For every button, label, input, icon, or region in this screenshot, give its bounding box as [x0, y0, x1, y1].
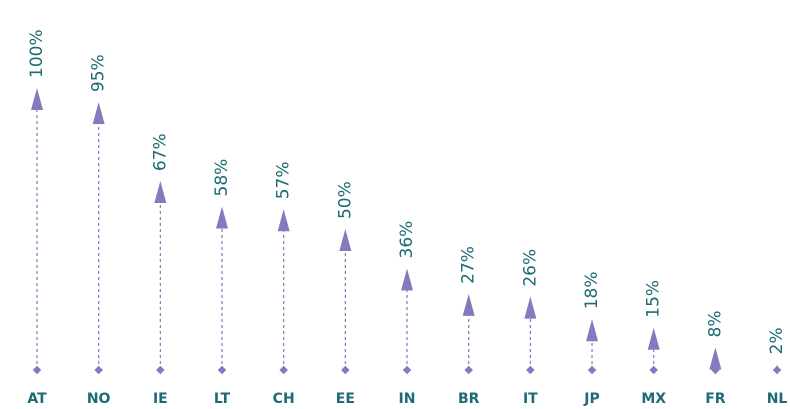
x-tick-label: MX	[641, 391, 666, 407]
arrowhead	[339, 229, 352, 251]
arrowhead	[277, 209, 290, 232]
arrowhead	[586, 319, 599, 342]
value-label: 50%	[335, 181, 355, 219]
value-label: 18%	[582, 271, 602, 309]
x-tick-label: JP	[583, 391, 599, 407]
base-marker	[279, 365, 288, 375]
arrowhead	[216, 206, 229, 229]
value-label: 57%	[274, 161, 294, 199]
arrowhead	[92, 102, 105, 125]
value-label: 100%	[27, 29, 47, 78]
base-marker	[32, 365, 42, 375]
value-label: 95%	[89, 54, 109, 92]
x-tick-label: AT	[27, 391, 47, 407]
base-marker	[464, 365, 473, 375]
base-marker	[156, 365, 165, 375]
x-tick-label: BR	[458, 391, 480, 407]
value-label: 15%	[644, 280, 664, 318]
value-label: 67%	[150, 133, 170, 171]
arrowhead	[709, 347, 722, 370]
base-marker	[587, 365, 597, 375]
x-tick-label: FR	[705, 391, 726, 407]
value-label: 2%	[767, 327, 787, 354]
value-label: 26%	[520, 249, 540, 287]
base-marker	[94, 365, 103, 375]
base-marker	[526, 365, 535, 375]
x-tick-label: IT	[523, 391, 538, 407]
arrowhead	[647, 327, 660, 350]
arrowhead	[524, 296, 537, 319]
x-tick-label: LT	[214, 391, 231, 407]
arrowhead	[31, 88, 43, 110]
base-marker	[402, 365, 412, 375]
x-tick-label: NL	[767, 391, 788, 407]
x-tick-label: CH	[273, 391, 295, 407]
arrowhead	[462, 293, 475, 316]
arrowhead	[775, 364, 779, 370]
arrowhead	[401, 268, 414, 291]
value-label: 8%	[705, 310, 725, 337]
base-marker	[217, 365, 227, 375]
x-tick-label: EE	[336, 391, 355, 407]
base-marker	[649, 365, 658, 375]
x-tick-label: IE	[153, 391, 168, 407]
arrowhead	[154, 181, 167, 204]
value-label: 36%	[397, 221, 417, 259]
x-tick-label: NO	[87, 391, 111, 407]
base-marker	[341, 365, 350, 375]
value-label: 58%	[212, 159, 232, 197]
value-label: 27%	[459, 246, 479, 284]
x-tick-label: IN	[399, 391, 416, 407]
